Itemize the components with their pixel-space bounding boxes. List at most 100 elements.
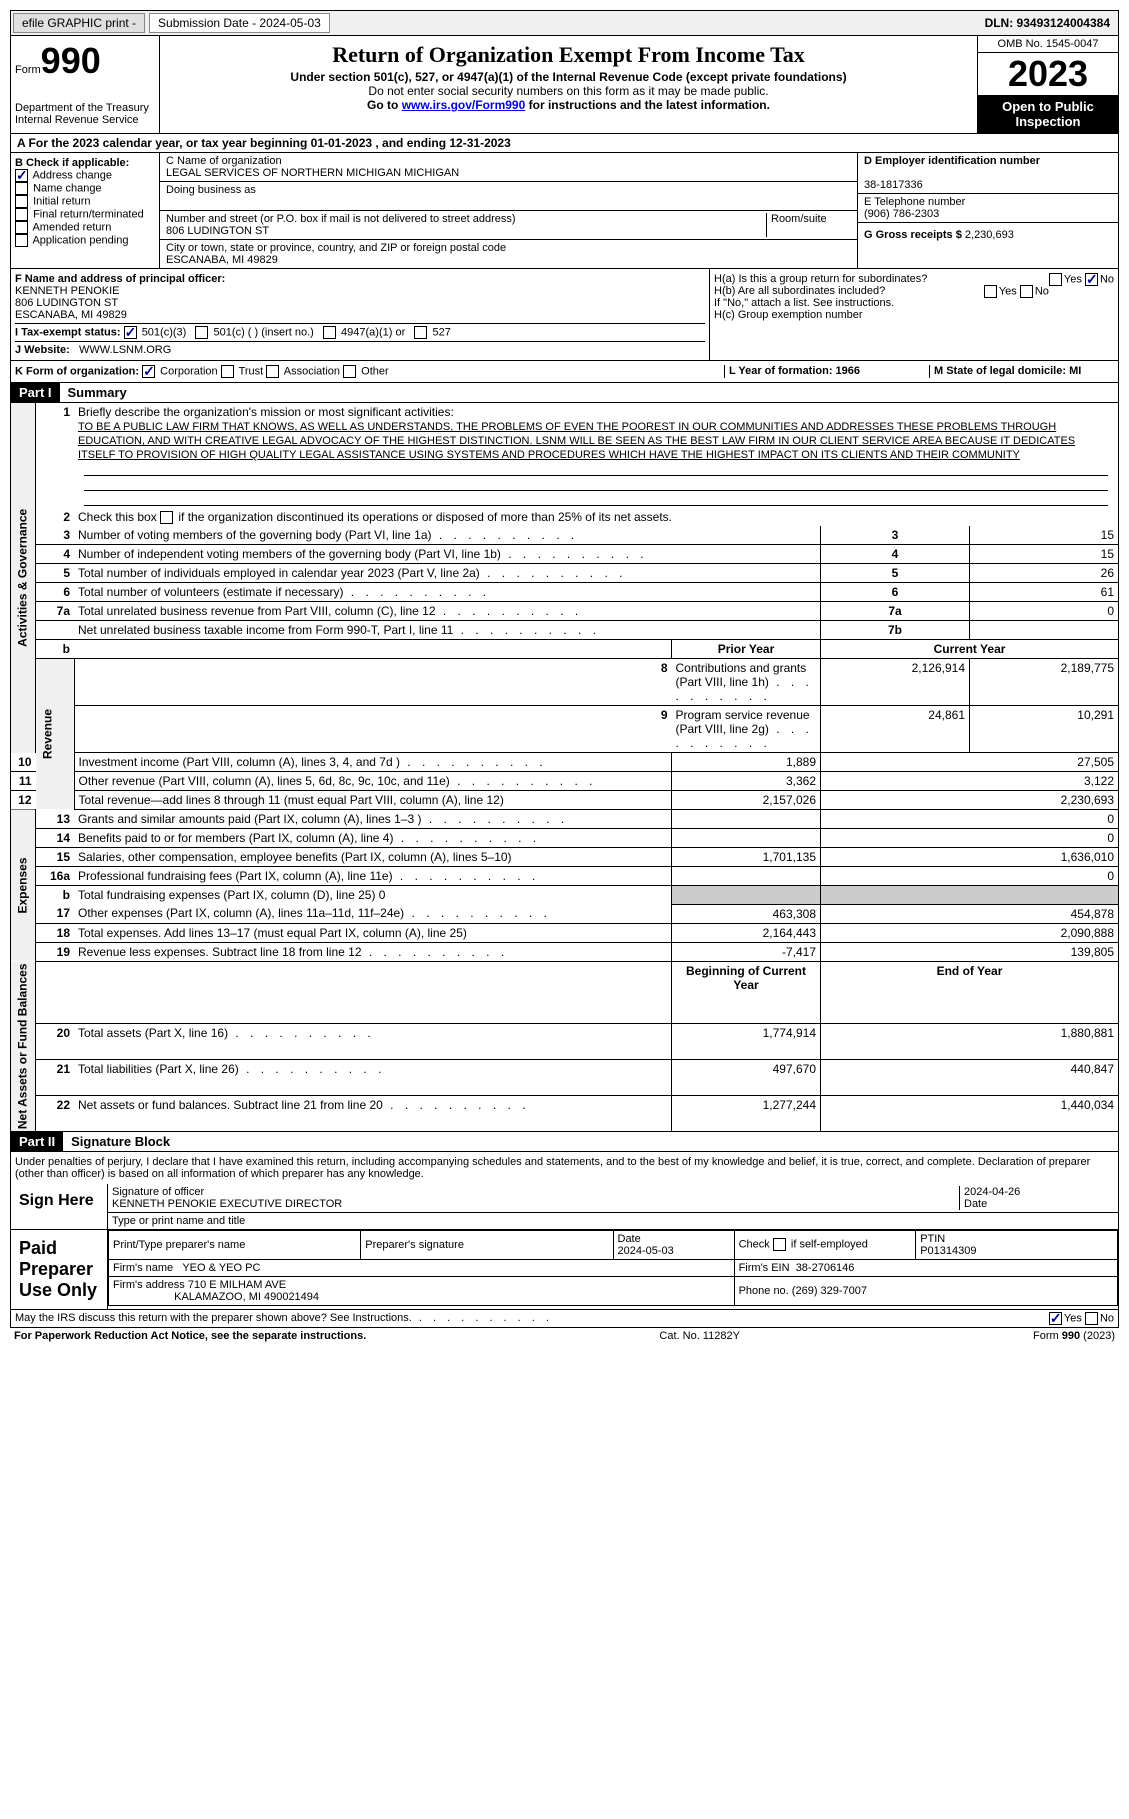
corp-checkbox[interactable] (142, 365, 155, 378)
principal-addr1: 806 LUDINGTON ST (15, 297, 118, 309)
period-row: A For the 2023 calendar year, or tax yea… (10, 134, 1119, 153)
penalties-text: Under penalties of perjury, I declare th… (10, 1152, 1119, 1184)
goto-pre: Go to (367, 98, 402, 112)
subtitle-1: Under section 501(c), 527, or 4947(a)(1)… (164, 70, 973, 84)
form-header: Form990 Department of the Treasury Inter… (10, 36, 1119, 134)
subtitle-2: Do not enter social security numbers on … (164, 84, 973, 98)
room-label: Room/suite (771, 213, 827, 225)
side-revenue: Revenue (36, 659, 75, 810)
org-name-label: C Name of organization (166, 155, 282, 167)
omb-number: OMB No. 1545-0047 (978, 36, 1118, 53)
side-expenses: Expenses (11, 810, 36, 962)
m-label: M State of legal domicile: MI (934, 365, 1081, 377)
signature-block: Sign Here Signature of officerKENNETH PE… (10, 1184, 1119, 1230)
discuss-yes-checkbox[interactable] (1049, 1312, 1062, 1325)
part2-title: Signature Block (63, 1132, 178, 1151)
pending-checkbox[interactable] (15, 234, 28, 247)
gross-value: 2,230,693 (965, 229, 1014, 241)
v3: 15 (970, 526, 1119, 545)
hb-yes-checkbox[interactable] (984, 285, 997, 298)
pra-notice: For Paperwork Reduction Act Notice, see … (14, 1330, 366, 1342)
address-change-checkbox[interactable] (15, 169, 28, 182)
501c3-checkbox[interactable] (124, 326, 137, 339)
dln-label: DLN: 93493124004384 (979, 14, 1116, 32)
submission-date: Submission Date - 2024-05-03 (149, 13, 330, 33)
dba-label: Doing business as (166, 184, 256, 196)
principal-name: KENNETH PENOKIE (15, 285, 120, 297)
open-inspection-badge: Open to Public Inspection (978, 95, 1118, 133)
website-value: WWW.LSNM.ORG (79, 344, 171, 356)
top-bar: efile GRAPHIC print - Submission Date - … (10, 10, 1119, 36)
ha-no-checkbox[interactable] (1085, 273, 1098, 286)
trust-checkbox[interactable] (221, 365, 234, 378)
ein-value: 38-1817336 (864, 179, 923, 191)
instructions-link[interactable]: www.irs.gov/Form990 (402, 98, 526, 112)
ha-yes-checkbox[interactable] (1049, 273, 1062, 286)
principal-label: F Name and address of principal officer: (15, 273, 225, 285)
4947-checkbox[interactable] (323, 326, 336, 339)
phone-value: (906) 786-2303 (864, 208, 939, 220)
city-label: City or town, state or province, country… (166, 242, 506, 254)
self-employed-checkbox[interactable] (773, 1238, 786, 1251)
tax-year: 2023 (978, 53, 1118, 95)
website-label: J Website: (15, 344, 70, 356)
gross-label: G Gross receipts $ (864, 229, 962, 241)
form-label: Form (15, 64, 41, 76)
l1-label: Briefly describe the organization's miss… (78, 405, 454, 419)
preparer-block: Paid Preparer Use Only Print/Type prepar… (10, 1230, 1119, 1310)
discuss-row: May the IRS discuss this return with the… (10, 1310, 1119, 1328)
sig-officer-label: Signature of officer (112, 1186, 204, 1198)
paid-preparer-label: Paid Preparer Use Only (11, 1230, 108, 1309)
hb-label: H(b) Are all subordinates included? (714, 285, 885, 297)
discuss-no-checkbox[interactable] (1085, 1312, 1098, 1325)
sign-here-label: Sign Here (11, 1184, 108, 1229)
ha-label: H(a) Is this a group return for subordin… (714, 273, 927, 285)
assoc-checkbox[interactable] (266, 365, 279, 378)
ein-label: D Employer identification number (864, 155, 1040, 167)
l2-checkbox[interactable] (160, 511, 173, 524)
principal-addr2: ESCANABA, MI 49829 (15, 309, 127, 321)
v4: 15 (970, 545, 1119, 564)
other-checkbox[interactable] (343, 365, 356, 378)
street-label: Number and street (or P.O. box if mail i… (166, 213, 516, 225)
initial-return-checkbox[interactable] (15, 195, 28, 208)
officer-name: KENNETH PENOKIE EXECUTIVE DIRECTOR (112, 1198, 342, 1210)
goto-post: for instructions and the latest informat… (525, 98, 770, 112)
dept-label: Department of the Treasury Internal Reve… (15, 102, 155, 126)
part1-tag: Part I (11, 383, 60, 402)
hb-note: If "No," attach a list. See instructions… (714, 297, 894, 309)
street-address: 806 LUDINGTON ST (166, 225, 269, 237)
summary-table: Activities & Governance 1 Briefly descri… (10, 403, 1119, 1132)
prior-year-header: Prior Year (672, 640, 821, 659)
527-checkbox[interactable] (414, 326, 427, 339)
info-section: B Check if applicable: Address change Na… (10, 153, 1119, 269)
principal-row: F Name and address of principal officer:… (10, 269, 1119, 361)
final-return-checkbox[interactable] (15, 208, 28, 221)
v7b (970, 621, 1119, 640)
phone-label: E Telephone number (864, 196, 965, 208)
type-label: Type or print name and title (112, 1215, 245, 1227)
cat-no: Cat. No. 11282Y (659, 1330, 740, 1342)
efile-print-button[interactable]: efile GRAPHIC print - (13, 13, 145, 33)
amended-checkbox[interactable] (15, 221, 28, 234)
form-title: Return of Organization Exempt From Incom… (164, 42, 973, 68)
tax-exempt-label: I Tax-exempt status: (15, 326, 121, 338)
hb-no-checkbox[interactable] (1020, 285, 1033, 298)
l-label: L Year of formation: 1966 (729, 365, 860, 377)
v5: 26 (970, 564, 1119, 583)
form-number: 990 (41, 40, 101, 81)
side-governance: Activities & Governance (11, 403, 36, 753)
city-state-zip: ESCANABA, MI 49829 (166, 254, 278, 266)
part2-tag: Part II (11, 1132, 63, 1151)
mission-text: TO BE A PUBLIC LAW FIRM THAT KNOWS, AS W… (78, 421, 1075, 461)
col-b-label: B Check if applicable: (15, 157, 129, 169)
org-name: LEGAL SERVICES OF NORTHERN MICHIGAN MICH… (166, 167, 459, 179)
v7a: 0 (970, 602, 1119, 621)
501c-checkbox[interactable] (195, 326, 208, 339)
k-row: K Form of organization: Corporation Trus… (10, 361, 1119, 383)
hc-label: H(c) Group exemption number (714, 309, 863, 321)
k-label: K Form of organization: (15, 365, 139, 377)
current-year-header: Current Year (821, 640, 1119, 659)
v6: 61 (970, 583, 1119, 602)
name-change-checkbox[interactable] (15, 182, 28, 195)
